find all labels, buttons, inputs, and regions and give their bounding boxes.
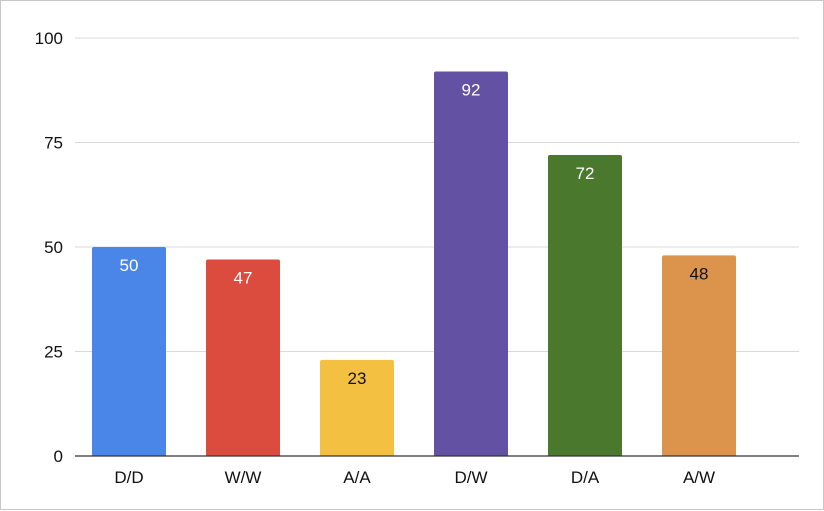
bars	[92, 71, 736, 457]
data-label-a-w: 48	[690, 264, 709, 283]
y-tick-label-75: 75	[44, 134, 63, 153]
data-label-d-w: 92	[462, 80, 481, 99]
bar-d-a[interactable]	[548, 155, 622, 457]
y-axis-tick-labels: 0 25 50 75 100	[35, 29, 63, 466]
x-axis-category-labels: D/D W/W A/A D/W D/A A/W	[114, 468, 715, 487]
x-category-label-w-w: W/W	[225, 468, 262, 487]
data-label-d-a: 72	[576, 164, 595, 183]
bar-a-w[interactable]	[662, 255, 736, 456]
y-tick-label-25: 25	[44, 343, 63, 362]
bar-d-w[interactable]	[434, 71, 508, 456]
x-category-label-a-a: A/A	[343, 468, 371, 487]
x-category-label-d-w: D/W	[454, 468, 487, 487]
y-tick-label-100: 100	[35, 29, 63, 48]
data-label-a-a: 23	[348, 369, 367, 388]
bar-d-d[interactable]	[92, 247, 166, 456]
data-label-w-w: 47	[234, 269, 253, 288]
bar-w-w[interactable]	[206, 259, 280, 456]
y-tick-label-0: 0	[54, 447, 63, 466]
y-tick-label-50: 50	[44, 238, 63, 257]
x-category-label-a-w: A/W	[683, 468, 715, 487]
x-category-label-d-d: D/D	[114, 468, 143, 487]
bar-a-a[interactable]	[320, 359, 394, 456]
x-category-label-d-a: D/A	[571, 468, 600, 487]
data-label-d-d: 50	[120, 256, 139, 275]
data-labels: 50 47 23 92 72 48	[120, 80, 709, 387]
